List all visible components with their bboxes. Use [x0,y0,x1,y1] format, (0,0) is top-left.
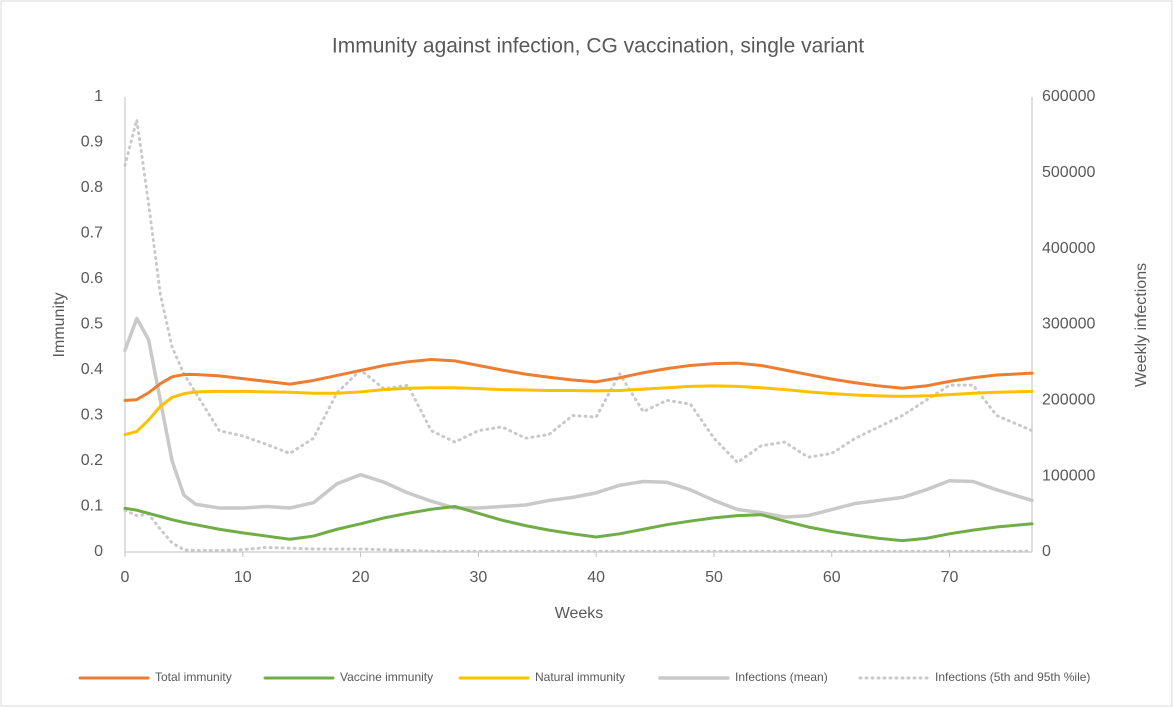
y-tick-label: 0.5 [81,316,103,333]
x-tick-label: 10 [234,569,252,586]
legend-label: Vaccine immunity [340,670,433,684]
x-tick-label: 70 [941,569,959,586]
x-tick-label: 20 [352,569,370,586]
series-line [123,508,1034,553]
y-tick-label: 0.2 [81,452,103,469]
legend-label: Infections (mean) [735,670,828,684]
x-tick-label: 0 [121,569,130,586]
y-tick-label: 0.7 [81,225,103,242]
y2-tick-label: 100000 [1042,467,1095,484]
y2-tick-label: 600000 [1042,88,1095,105]
series-line [123,505,1034,543]
y2-axis-title: Weekly infections [1133,263,1150,387]
y2-tick-label: 500000 [1042,164,1095,181]
x-tick-label: 60 [823,569,841,586]
series-line [123,384,1034,437]
y-tick-label: 1 [94,88,103,105]
series-line [123,358,1034,402]
x-tick-label: 40 [587,569,605,586]
legend-label: Total immunity [155,670,232,684]
series-line [123,316,1034,519]
series-line [123,118,1034,465]
y-tick-label: 0.1 [81,498,103,515]
y-tick-label: 0.9 [81,134,103,151]
y-tick-label: 0.4 [81,361,103,378]
legend-label: Infections (5th and 95th %ile) [935,670,1090,684]
y-tick-label: 0.8 [81,179,103,196]
y2-tick-label: 300000 [1042,316,1095,333]
x-axis-title: Weeks [555,605,604,622]
y2-tick-label: 200000 [1042,392,1095,409]
y2-tick-label: 0 [1042,543,1051,560]
x-tick-label: 50 [705,569,723,586]
y-tick-label: 0 [94,543,103,560]
legend-label: Natural immunity [535,670,625,684]
y-axis-title: Immunity [51,293,68,358]
chart-title: Immunity against infection, CG vaccinati… [332,35,864,58]
y-tick-label: 0.3 [81,407,103,424]
x-tick-label: 30 [469,569,487,586]
y-tick-label: 0.6 [81,270,103,287]
y2-tick-label: 400000 [1042,240,1095,257]
